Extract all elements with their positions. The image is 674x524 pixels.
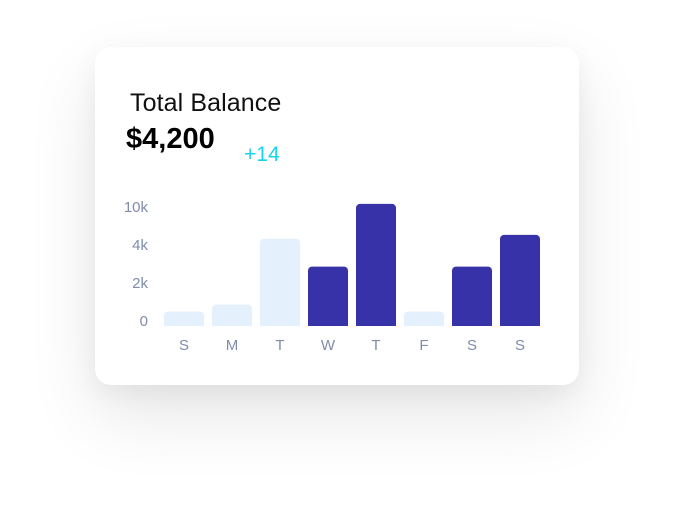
- x-tick-label: S: [179, 337, 189, 354]
- y-tick-label: 0: [140, 313, 148, 330]
- chart-bar: [164, 311, 204, 330]
- chart-bar: [356, 203, 396, 330]
- y-tick-label: 4k: [132, 237, 148, 254]
- balance-card: Total Balance $4,200 +14 0 2k 4k 10k S M T W T F…: [95, 47, 579, 385]
- balance-bar-chart: 0 2k 4k 10k S M T W T F S S: [124, 199, 555, 354]
- x-tick-label: S: [515, 337, 525, 354]
- bars: [155, 203, 555, 332]
- x-tick-label: M: [226, 337, 239, 354]
- chart-bar: [212, 304, 252, 330]
- y-tick-label: 10k: [124, 199, 149, 216]
- chart-bar: [260, 238, 300, 330]
- chart-bar: [500, 234, 540, 330]
- balance-amount: $4,200: [126, 123, 215, 155]
- x-tick-label: T: [275, 337, 284, 354]
- chart-bar: [452, 266, 492, 330]
- y-axis: 0 2k 4k 10k: [124, 199, 149, 330]
- baseline-mask: [155, 326, 555, 332]
- x-tick-label: F: [419, 337, 428, 354]
- x-tick-label: T: [371, 337, 380, 354]
- chart-bar: [308, 266, 348, 330]
- card-title: Total Balance: [130, 89, 282, 117]
- y-tick-label: 2k: [132, 275, 148, 292]
- x-tick-label: S: [467, 337, 477, 354]
- x-tick-label: W: [321, 337, 336, 354]
- chart-bar: [404, 311, 444, 330]
- balance-change: +14: [244, 143, 280, 166]
